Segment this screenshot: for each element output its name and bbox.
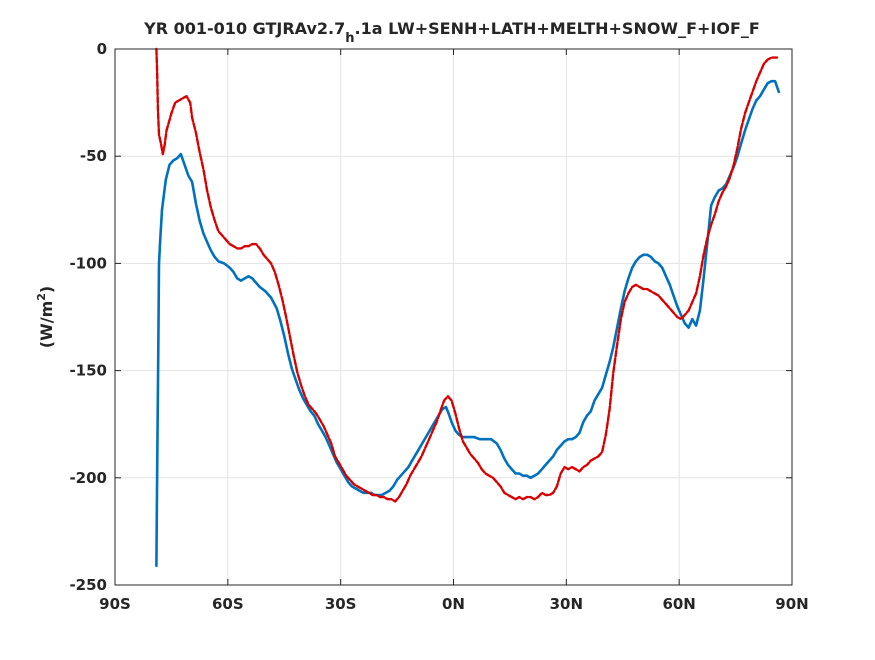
y-tick-label: -200 bbox=[69, 469, 107, 487]
y-axis-label-prefix: (W/m bbox=[37, 301, 56, 348]
y-tick-label: -150 bbox=[69, 362, 107, 380]
x-tick-label: 30S bbox=[325, 595, 357, 613]
x-tick-label: 60S bbox=[212, 595, 244, 613]
axes bbox=[114, 48, 793, 586]
y-tick-label: 0 bbox=[97, 40, 107, 58]
series-line-2 bbox=[155, 47, 779, 503]
y-tick-labels: 0 -50 -100 -150 -200 -250 bbox=[69, 40, 107, 594]
chart-title: YR 001-010 GTJRAv2.7h.1a LW+SENH+LATH+ME… bbox=[143, 19, 760, 46]
x-tick-label: 90S bbox=[99, 595, 131, 613]
series-group bbox=[155, 47, 781, 567]
y-axis-label-superscript: 2 bbox=[35, 293, 48, 301]
x-tick-label: 90N bbox=[775, 595, 808, 613]
series-line-1 bbox=[155, 79, 781, 567]
chart-title-main: YR 001-010 GTJRAv2.7 bbox=[143, 19, 345, 38]
x-tick-label: 30N bbox=[550, 595, 583, 613]
x-tick-label: 0N bbox=[442, 595, 465, 613]
y-tick-label: -100 bbox=[69, 254, 107, 272]
y-axis-label: (W/m2) bbox=[35, 286, 56, 348]
x-tick-label: 60N bbox=[662, 595, 695, 613]
chart-title-rest: .1a LW+SENH+LATH+MELTH+SNOW_F+IOF_F bbox=[355, 19, 760, 38]
x-tick-labels: 90S 60S 30S 0N 30N 60N 90N bbox=[99, 595, 809, 613]
y-axis-label-suffix: ) bbox=[37, 286, 56, 293]
chart-title-subscript: h bbox=[345, 31, 354, 46]
y-tick-label: -250 bbox=[69, 576, 107, 594]
y-tick-label: -50 bbox=[80, 147, 107, 165]
